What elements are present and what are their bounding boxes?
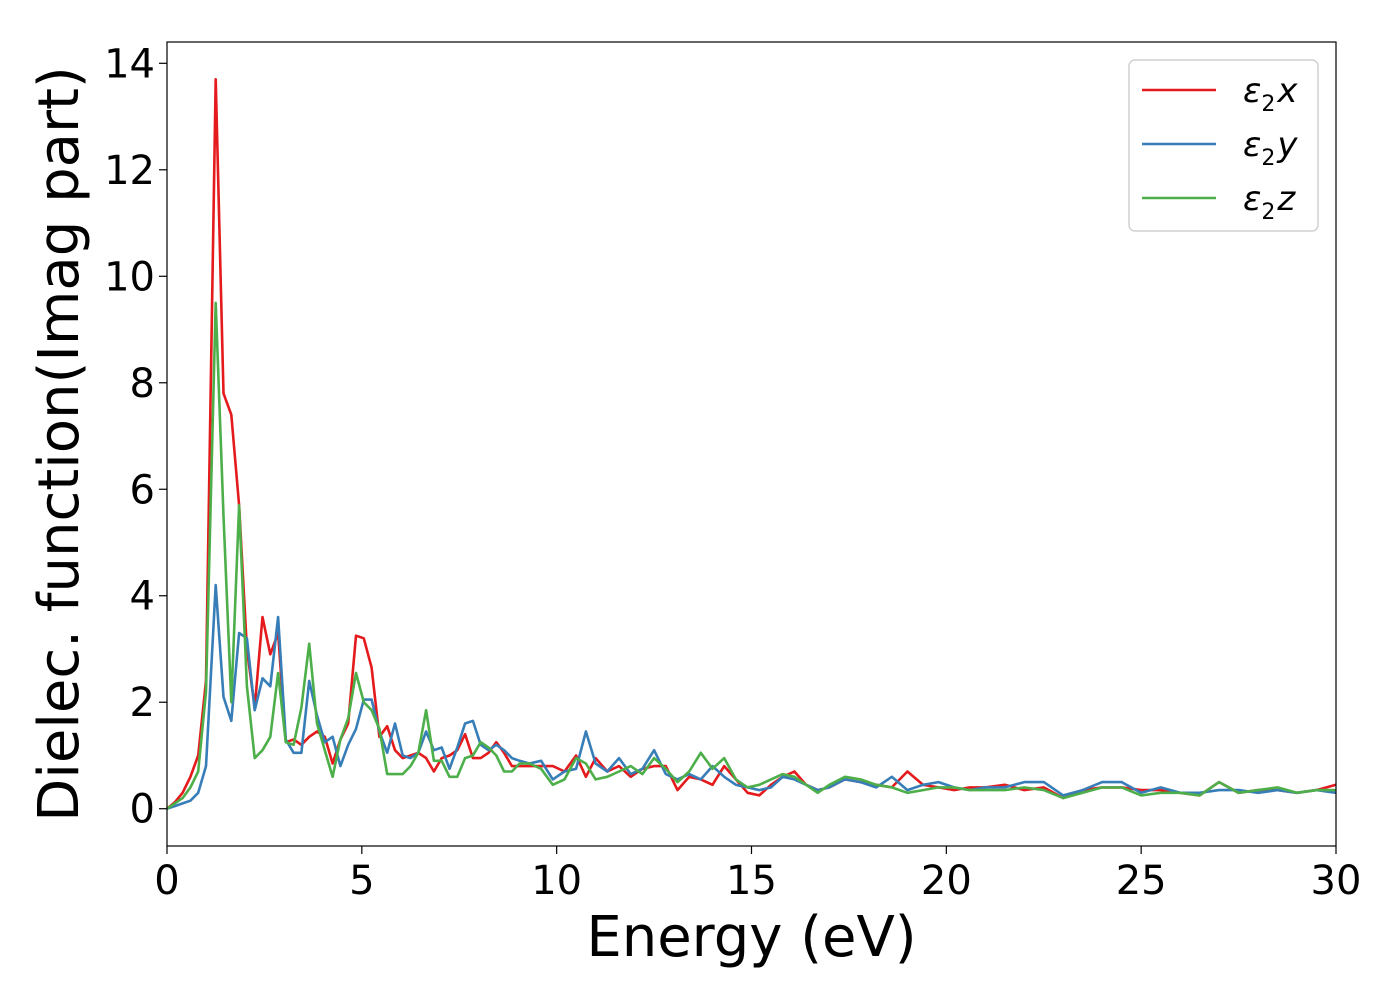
- y-tick-label: 12: [104, 148, 155, 194]
- x-axis-label: Energy (eV): [586, 905, 916, 970]
- y-tick-label: 8: [130, 361, 155, 407]
- x-tick-label: 5: [349, 858, 374, 904]
- y-tick-label: 10: [104, 254, 155, 300]
- series-line-y: [166, 583, 1337, 810]
- legend-label-variable: x: [1276, 71, 1298, 111]
- legend-label-variable: z: [1276, 179, 1296, 219]
- legend-item-y: ε2y: [1142, 125, 1298, 171]
- legend-label: ε2x: [1243, 71, 1298, 117]
- x-tick-label: 20: [921, 858, 972, 904]
- y-tick-label: 0: [130, 787, 155, 833]
- legend-label-subscript: 2: [1261, 200, 1275, 225]
- legend-label-subscript: 2: [1261, 92, 1275, 117]
- x-tick-label: 30: [1311, 858, 1362, 904]
- x-tick-label: 10: [531, 858, 582, 904]
- y-axis-label: Dielec. function(Imag part): [27, 66, 92, 822]
- legend-box: [1128, 59, 1319, 232]
- y-tick-label: 6: [130, 467, 155, 513]
- plot-lines: [166, 78, 1337, 810]
- legend-item-x: ε2x: [1142, 71, 1298, 117]
- x-tick-label: 0: [154, 858, 179, 904]
- series-line-z: [166, 301, 1336, 810]
- x-tick-label: 15: [726, 858, 777, 904]
- legend-label-subscript: 2: [1261, 146, 1275, 171]
- y-axis-ticks: 0 2 4 6 8 10 12 14: [104, 41, 167, 833]
- x-tick-label: 25: [1116, 858, 1167, 904]
- legend-label-base: ε: [1243, 179, 1261, 219]
- y-tick-label: 4: [130, 574, 155, 620]
- legend-item-z: ε2z: [1142, 179, 1296, 225]
- y-tick-label: 2: [130, 680, 155, 726]
- legend-label: ε2y: [1243, 125, 1298, 171]
- legend-label-base: ε: [1243, 71, 1261, 111]
- legend-label-variable: y: [1276, 125, 1298, 165]
- legend-label: ε2z: [1243, 179, 1296, 225]
- legend-label-base: ε: [1243, 125, 1261, 165]
- x-axis-ticks: 0 5 10 15 20 25 30: [154, 846, 1361, 904]
- y-tick-label: 14: [104, 41, 155, 87]
